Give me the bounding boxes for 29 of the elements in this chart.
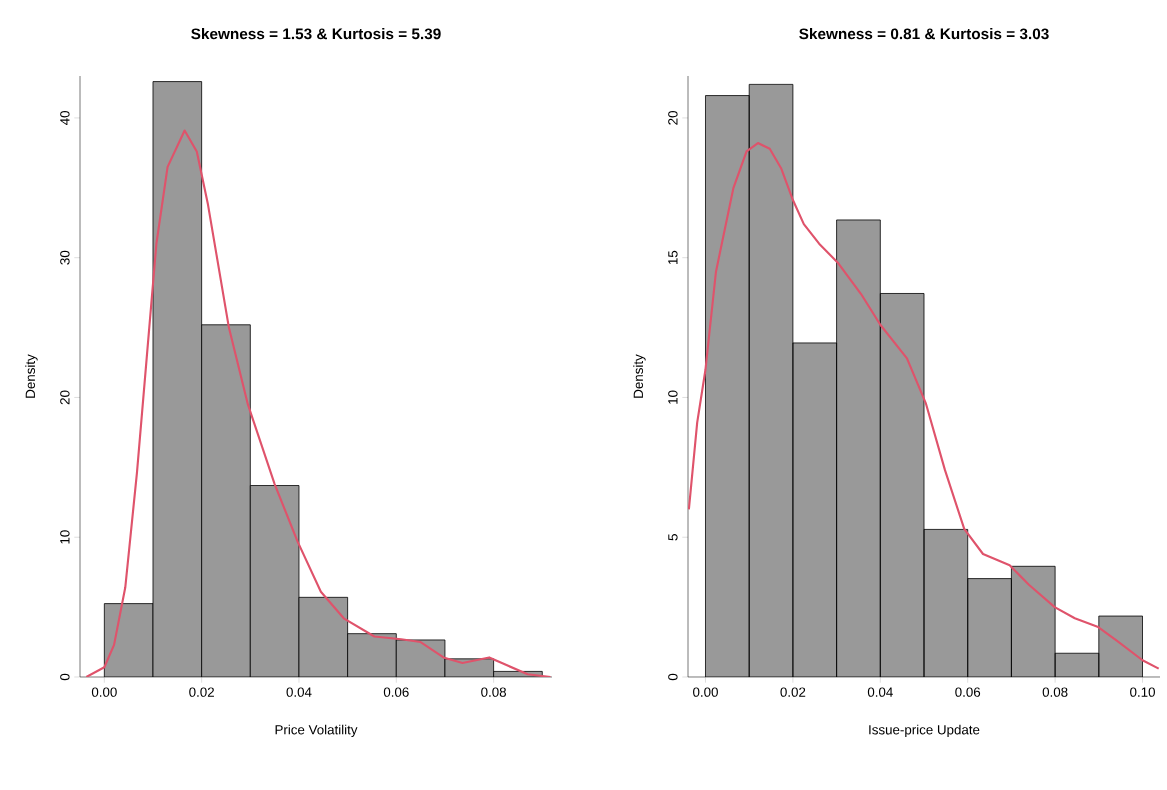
x-tick-label: 0.04 <box>867 687 893 697</box>
y-tick-label: 30 <box>60 250 70 265</box>
line-series <box>688 142 1160 670</box>
chart-title: Skewness = 0.81 & Kurtosis = 3.03 <box>799 28 1049 40</box>
x-tick-label: 0.06 <box>955 687 981 697</box>
chart-title: Skewness = 1.53 & Kurtosis = 5.39 <box>191 28 441 40</box>
y-tick-label: 20 <box>60 390 70 405</box>
x-axis-title: Issue-price Update <box>869 724 980 738</box>
x-tick-label: 0.02 <box>189 687 214 697</box>
line-series <box>85 129 552 677</box>
x-tick-label: 0.06 <box>383 687 409 697</box>
x-tick-label: 0.08 <box>481 687 507 697</box>
y-tick-label: 15 <box>668 250 678 265</box>
y-tick-label: 0 <box>668 673 678 681</box>
x-axis-title: Price Volatility <box>275 724 358 738</box>
y-tick-label: 40 <box>60 111 70 126</box>
x-tick-label: 0.10 <box>1130 687 1155 697</box>
x-tick-label: 0.04 <box>286 687 312 697</box>
y-tick-label: 20 <box>668 111 678 125</box>
x-tick-label: 0.00 <box>91 687 117 697</box>
y-axis-title: Density <box>25 354 38 398</box>
y-tick-label: 10 <box>60 530 70 544</box>
x-tick-label: 0.08 <box>1042 687 1068 697</box>
x-tick-label: 0.00 <box>693 687 718 697</box>
y-tick-label: 0 <box>60 673 70 681</box>
y-tick-label: 5 <box>668 534 678 541</box>
y-axis-title: Density <box>633 354 646 398</box>
y-tick-label: 10 <box>668 390 678 404</box>
x-tick-label: 0.02 <box>780 687 806 697</box>
